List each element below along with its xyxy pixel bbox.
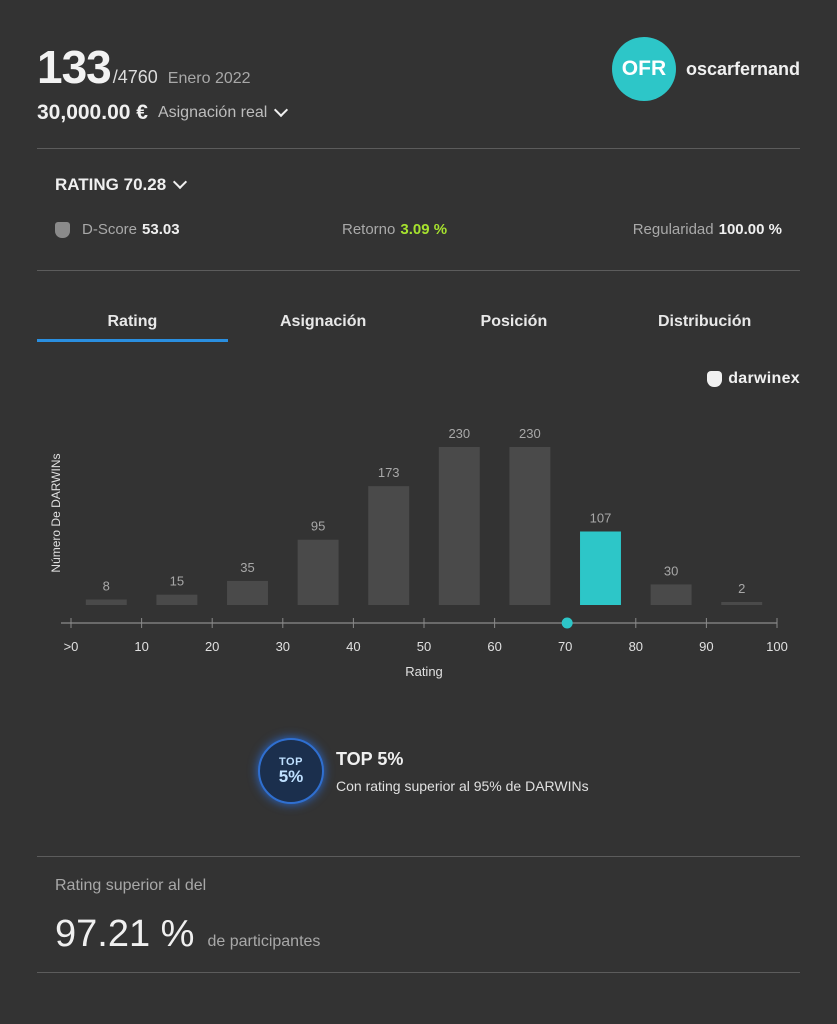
- histogram-bar: [509, 447, 551, 605]
- avatar[interactable]: OFR: [611, 37, 676, 101]
- rank-period: Enero 2022: [167, 70, 251, 87]
- chevron-down-icon[interactable]: [173, 174, 188, 190]
- allocation-label: Asignación real: [157, 104, 268, 121]
- bar-value-label: 230: [448, 426, 470, 441]
- dscore-metric: D-Score 53.03: [55, 221, 180, 238]
- x-tick-label: 90: [699, 639, 713, 654]
- chevron-down-icon[interactable]: [274, 102, 289, 118]
- return-metric: Retorno 3.09 %: [342, 221, 447, 238]
- histogram-bar: [650, 584, 692, 605]
- histogram-bar: [297, 539, 339, 605]
- rating-marker: [561, 617, 573, 629]
- bar-value-label: 2: [738, 581, 745, 596]
- bar-value-label: 230: [519, 426, 541, 441]
- username[interactable]: oscarfernand: [685, 58, 800, 79]
- shield-icon: [55, 221, 70, 238]
- x-tick-label: 40: [346, 639, 360, 654]
- histogram-bar: [721, 602, 763, 605]
- x-tick-label: >0: [64, 639, 79, 654]
- x-tick-label: 80: [629, 639, 643, 654]
- bar-value-label: 15: [170, 574, 184, 589]
- allocation-selector[interactable]: 30,000.00 € Asignación real: [37, 101, 289, 125]
- percentile-label: Rating superior al del: [55, 877, 207, 894]
- dscore-value: 53.03: [142, 221, 180, 238]
- badge-top-text: TOP: [279, 756, 303, 768]
- bar-value-label: 173: [378, 465, 400, 480]
- darwinex-logo: darwinex: [707, 370, 800, 388]
- regularity-value: 100.00 %: [718, 221, 782, 238]
- histogram-bar: [85, 599, 127, 605]
- rating-histogram: 8 15 35 95 173 230 230 107 30 2 >0 10 20 30 40 50 60 70 80…: [49, 426, 788, 679]
- badge-pct-text: 5%: [278, 767, 304, 786]
- x-tick-label: 30: [276, 639, 290, 654]
- bar-value-label: 30: [664, 563, 678, 578]
- user-profile[interactable]: OFR oscarfernand: [611, 37, 800, 101]
- x-tick-label: 60: [487, 639, 501, 654]
- histogram-bar: [580, 531, 621, 605]
- brand-name: darwinex: [728, 370, 800, 387]
- percentile-value: 97.21 %: [55, 913, 195, 955]
- bar-value-label: 35: [240, 560, 254, 575]
- bar-value-label: 107: [590, 510, 612, 525]
- rank-number: 133: [37, 41, 112, 93]
- histogram-bar: [438, 447, 480, 605]
- x-tick-label: 50: [417, 639, 431, 654]
- x-tick-label: 70: [558, 639, 572, 654]
- x-tick-label: 10: [134, 639, 148, 654]
- bar-value-label: 8: [103, 579, 110, 594]
- tab-posicion[interactable]: Posición: [480, 313, 548, 330]
- y-axis-title: Número De DARWINs: [49, 453, 63, 572]
- rating-dropdown[interactable]: RATING 70.28: [55, 174, 188, 195]
- dscore-label: D-Score: [82, 221, 138, 238]
- divider: [37, 270, 800, 271]
- owl-icon: [707, 371, 723, 387]
- regularity-label: Regularidad: [632, 221, 714, 238]
- top-description: Con rating superior al 95% de DARWINs: [336, 778, 589, 794]
- histogram-bar: [227, 580, 268, 605]
- bar-value-label: 95: [311, 519, 325, 534]
- x-tick-label: 100: [766, 639, 788, 654]
- tab-rating[interactable]: Rating: [37, 298, 228, 344]
- x-tick-label: 20: [205, 639, 219, 654]
- top-title: TOP 5%: [336, 749, 404, 769]
- rating-title: RATING 70.28: [55, 175, 167, 194]
- percentile-suffix: de participantes: [207, 933, 321, 950]
- regularity-metric: Regularidad 100.00 %: [633, 221, 782, 238]
- tab-bar: Rating Asignación Posición Distribución: [37, 298, 800, 344]
- histogram-bar: [156, 594, 198, 605]
- divider: [37, 972, 800, 973]
- allocation-amount: 30,000.00 €: [37, 101, 148, 124]
- divider: [37, 856, 800, 857]
- histogram-bar: [368, 486, 410, 605]
- divider: [37, 148, 800, 149]
- percentile-block: 97.21 % de participantes: [55, 913, 320, 956]
- rank-total: /4760: [112, 67, 158, 87]
- return-value: 3.09 %: [400, 221, 448, 238]
- top-badge-icon: TOP 5%: [258, 738, 324, 804]
- tab-distribucion[interactable]: Distribución: [657, 313, 752, 330]
- rank-block: 133 /4760 Enero 2022: [37, 40, 251, 94]
- return-label: Retorno: [342, 221, 396, 238]
- rating-metrics: D-Score 53.03 Retorno 3.09 % Regularidad…: [55, 221, 782, 245]
- tab-asignacion[interactable]: Asignación: [280, 313, 367, 330]
- x-axis-title: Rating: [405, 664, 443, 679]
